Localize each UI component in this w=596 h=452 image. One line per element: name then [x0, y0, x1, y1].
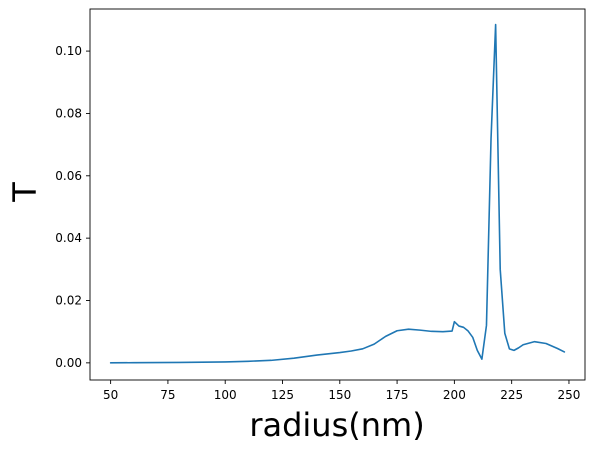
x-tick-label: 250: [558, 388, 581, 402]
x-tick-label: 200: [443, 388, 466, 402]
series-line: [109, 23, 566, 364]
x-tick-label: 100: [214, 388, 237, 402]
y-tick-label: 0.06: [55, 169, 82, 183]
x-axis-title: radius(nm): [249, 406, 424, 444]
y-tick-label: 0.02: [55, 294, 82, 308]
plot-frame: [89, 8, 586, 381]
x-tick-label: 225: [500, 388, 523, 402]
x-tick-label: 75: [160, 388, 175, 402]
y-tick-label: 0.04: [55, 231, 82, 245]
x-tick-label: 175: [386, 388, 409, 402]
x-tick-label: 125: [271, 388, 294, 402]
y-tick-label: 0.10: [55, 44, 82, 58]
x-axis-ticks: 50 75 100 125 150 175 200 225 250: [103, 380, 580, 402]
x-tick-label: 50: [103, 388, 118, 402]
y-tick-label: 0.08: [55, 106, 82, 120]
y-tick-label: 0.00: [55, 356, 82, 370]
y-axis-title: T: [6, 182, 44, 203]
x-tick-label: 150: [328, 388, 351, 402]
y-axis-ticks: 0.00 0.02 0.04 0.06 0.08 0.10: [55, 44, 90, 370]
